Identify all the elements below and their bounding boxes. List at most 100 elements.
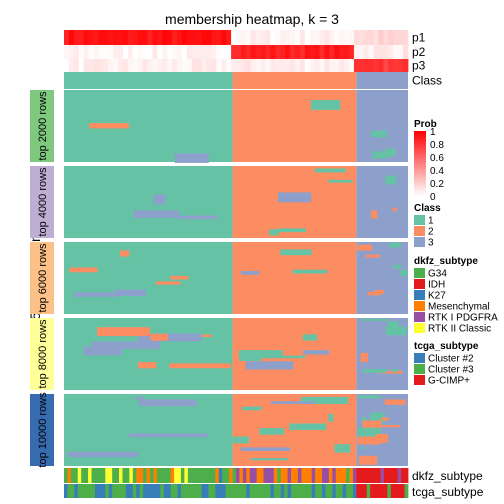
tcga-cell bbox=[253, 484, 258, 498]
prob-cell bbox=[363, 45, 370, 59]
dkfz-cell bbox=[198, 468, 202, 483]
dkfz-cell bbox=[139, 468, 144, 483]
tcga-cell bbox=[156, 484, 161, 498]
dkfz-cell bbox=[266, 468, 271, 483]
tcga-cell bbox=[143, 484, 147, 498]
prob-cell bbox=[113, 59, 119, 72]
membership-patch bbox=[97, 327, 150, 337]
dkfz-cell bbox=[184, 468, 189, 483]
membership-patch bbox=[362, 369, 387, 373]
membership-patch bbox=[155, 281, 181, 285]
prob-cell bbox=[132, 45, 139, 59]
prob-cell bbox=[73, 30, 80, 45]
prob-tick-label: 0.8 bbox=[430, 140, 444, 151]
dkfz-cell bbox=[205, 468, 209, 483]
tcga-cell bbox=[215, 484, 220, 498]
membership-patch bbox=[370, 412, 385, 423]
dkfz-cell bbox=[94, 468, 99, 483]
prob-cell bbox=[226, 59, 232, 72]
dkfz-cell bbox=[64, 468, 68, 483]
dkfz-cell bbox=[201, 468, 206, 483]
prob-cell bbox=[127, 45, 134, 59]
class-cell bbox=[356, 72, 408, 89]
prob-cell bbox=[196, 30, 202, 45]
class-block bbox=[356, 242, 408, 314]
legend-entry-label: RTK II Classic bbox=[428, 324, 491, 335]
prob-cell bbox=[108, 45, 114, 59]
membership-patch bbox=[300, 396, 348, 404]
prob-cell bbox=[393, 30, 399, 45]
tcga-cell bbox=[150, 484, 154, 498]
prob-cell bbox=[231, 59, 237, 72]
dkfz-cell bbox=[373, 468, 378, 483]
prob-cell bbox=[275, 59, 281, 72]
prob-cell bbox=[368, 30, 374, 45]
legend-entry-label: K27 bbox=[428, 291, 446, 302]
tcga-cell bbox=[284, 484, 288, 498]
dkfz-cell bbox=[339, 468, 344, 483]
prob-cell bbox=[250, 45, 257, 59]
tcga-cell bbox=[88, 484, 92, 498]
dkfz-cell bbox=[387, 468, 392, 483]
dkfz-cell bbox=[291, 468, 295, 483]
membership-patch bbox=[365, 254, 381, 258]
membership-patch bbox=[170, 275, 189, 280]
legend-entry-label: 3 bbox=[428, 238, 434, 249]
dkfz-cell bbox=[236, 468, 240, 483]
prob-cell bbox=[98, 30, 104, 45]
tcga-cell bbox=[373, 484, 378, 498]
prob-cell bbox=[103, 30, 109, 45]
prob-cell bbox=[383, 30, 389, 45]
membership-patch bbox=[153, 194, 166, 205]
tcga-cell bbox=[194, 484, 199, 498]
prob-cell bbox=[172, 59, 178, 72]
dkfz-cell bbox=[101, 468, 106, 483]
legend-entry-label: 2 bbox=[428, 227, 434, 238]
prob-cell bbox=[353, 45, 360, 59]
dkfz-cell bbox=[132, 468, 137, 483]
prob-cell bbox=[181, 45, 188, 59]
prob-cell bbox=[162, 45, 168, 59]
membership-patch bbox=[270, 401, 315, 404]
prob-cell bbox=[88, 30, 94, 45]
prob-cell bbox=[329, 59, 335, 72]
tcga-cell bbox=[139, 484, 144, 498]
membership-patch bbox=[357, 244, 373, 251]
dkfz-cell bbox=[297, 468, 302, 483]
tcga-cell bbox=[335, 484, 340, 498]
prob-cell bbox=[73, 45, 80, 59]
tcga-cell bbox=[356, 484, 361, 498]
membership-patch bbox=[259, 428, 284, 435]
dkfz-cell bbox=[342, 468, 347, 483]
prob-cell bbox=[127, 59, 134, 72]
prob-cell bbox=[201, 45, 207, 59]
row-group-labels: top 2000 rows top 4000 rows top 6000 rows t… bbox=[30, 90, 54, 468]
dkfz-cell bbox=[105, 468, 110, 483]
prob-cell bbox=[334, 59, 340, 72]
prob-cell bbox=[240, 45, 247, 59]
prob-cell bbox=[211, 59, 217, 72]
prob-cell bbox=[334, 45, 340, 59]
membership-patch bbox=[384, 399, 406, 405]
tcga-cell bbox=[222, 484, 227, 498]
prob-cell bbox=[245, 59, 252, 72]
legend-swatch bbox=[414, 237, 425, 247]
membership-patch bbox=[280, 249, 312, 256]
membership-patch bbox=[374, 425, 401, 428]
legend-swatch bbox=[414, 312, 425, 322]
dkfz-cell bbox=[404, 468, 409, 483]
prob-cell bbox=[329, 30, 335, 45]
tcga-cell bbox=[256, 484, 261, 498]
membership-patch bbox=[120, 250, 130, 257]
membership-patch bbox=[178, 215, 218, 220]
tcga-cell bbox=[291, 484, 295, 498]
prob-cell bbox=[201, 59, 207, 72]
prob-cell bbox=[260, 30, 266, 45]
prob-cell bbox=[260, 45, 266, 59]
prob-cell bbox=[142, 30, 148, 45]
legend-entry-label: IDH bbox=[428, 280, 445, 291]
legend-entry-label: G-CIMP+ bbox=[428, 376, 470, 387]
prob-color-bar bbox=[414, 131, 426, 196]
membership-patch bbox=[380, 417, 390, 421]
